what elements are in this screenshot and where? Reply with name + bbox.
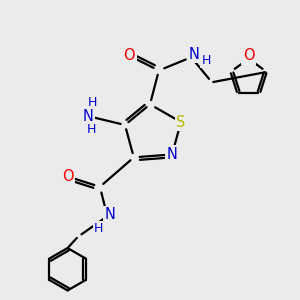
- Text: N: N: [189, 47, 200, 62]
- Text: S: S: [176, 115, 186, 130]
- Text: O: O: [124, 48, 135, 63]
- Text: N: N: [83, 109, 94, 124]
- Text: H: H: [88, 96, 97, 110]
- Text: H: H: [94, 222, 103, 235]
- Text: O: O: [243, 48, 254, 63]
- Text: H: H: [86, 123, 96, 136]
- Text: N: N: [105, 207, 116, 222]
- Text: N: N: [167, 147, 178, 162]
- Text: H: H: [201, 54, 211, 67]
- Text: O: O: [62, 169, 74, 184]
